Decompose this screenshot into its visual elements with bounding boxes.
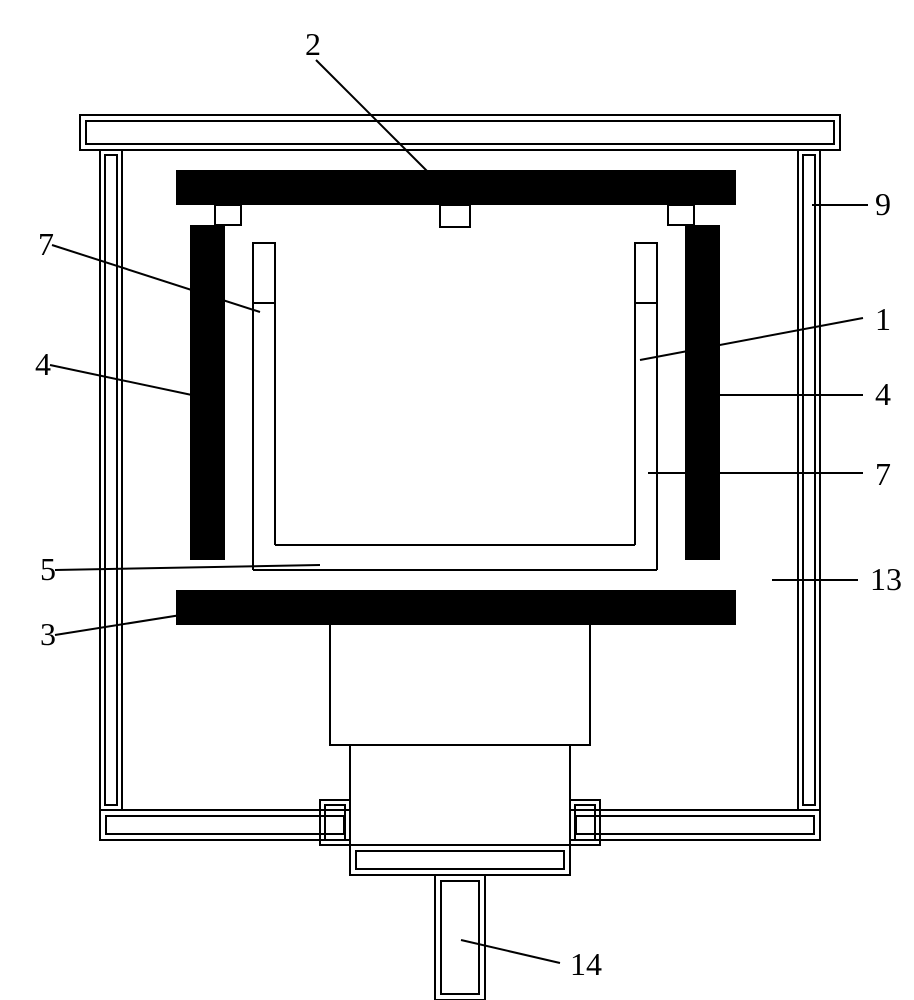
leader-l4a <box>50 365 206 398</box>
enclosure-bottom-center-inner <box>356 851 564 869</box>
top-heater <box>176 170 736 205</box>
leader-l1 <box>640 318 863 360</box>
label-l5: 5 <box>40 551 56 587</box>
enclosure-bottom-right-outer <box>570 810 820 840</box>
label-l1: 1 <box>875 301 891 337</box>
leader-l7a <box>52 245 260 312</box>
exhaust-pipe-inner <box>441 881 479 994</box>
enclosure-bottom-center-outer <box>350 845 570 875</box>
leader-l14 <box>461 940 560 963</box>
label-l14: 14 <box>570 946 602 982</box>
enclosure-left-inner <box>105 155 117 805</box>
left-heater <box>190 225 225 560</box>
enclosure-left-outer <box>100 150 122 810</box>
top-connector-left <box>215 205 241 225</box>
leader-l2 <box>316 60 443 187</box>
label-l3: 3 <box>40 616 56 652</box>
label-l7a: 7 <box>38 226 54 262</box>
enclosure-right-outer <box>798 150 820 810</box>
crucible-lip-right <box>635 243 657 303</box>
label-l2: 2 <box>305 26 321 62</box>
enclosure-bottom-left-inner <box>106 816 344 834</box>
enclosure-right-inner <box>803 155 815 805</box>
label-l4b: 4 <box>875 376 891 412</box>
label-l13: 13 <box>870 561 902 597</box>
top-connector-center <box>440 205 470 227</box>
support-box <box>330 620 590 745</box>
exhaust-pipe-outer <box>435 875 485 1000</box>
label-l4a: 4 <box>35 346 51 382</box>
top-connector-right <box>668 205 694 225</box>
right-heater <box>685 225 720 560</box>
enclosure-bottom-right-inner <box>576 816 814 834</box>
label-l9: 9 <box>875 186 891 222</box>
enclosure-bottom-left-outer <box>100 810 350 840</box>
label-l7b: 7 <box>875 456 891 492</box>
bottom-heater <box>176 590 736 625</box>
enclosure-top-inner <box>86 121 834 144</box>
crucible-lip-left <box>253 243 275 303</box>
